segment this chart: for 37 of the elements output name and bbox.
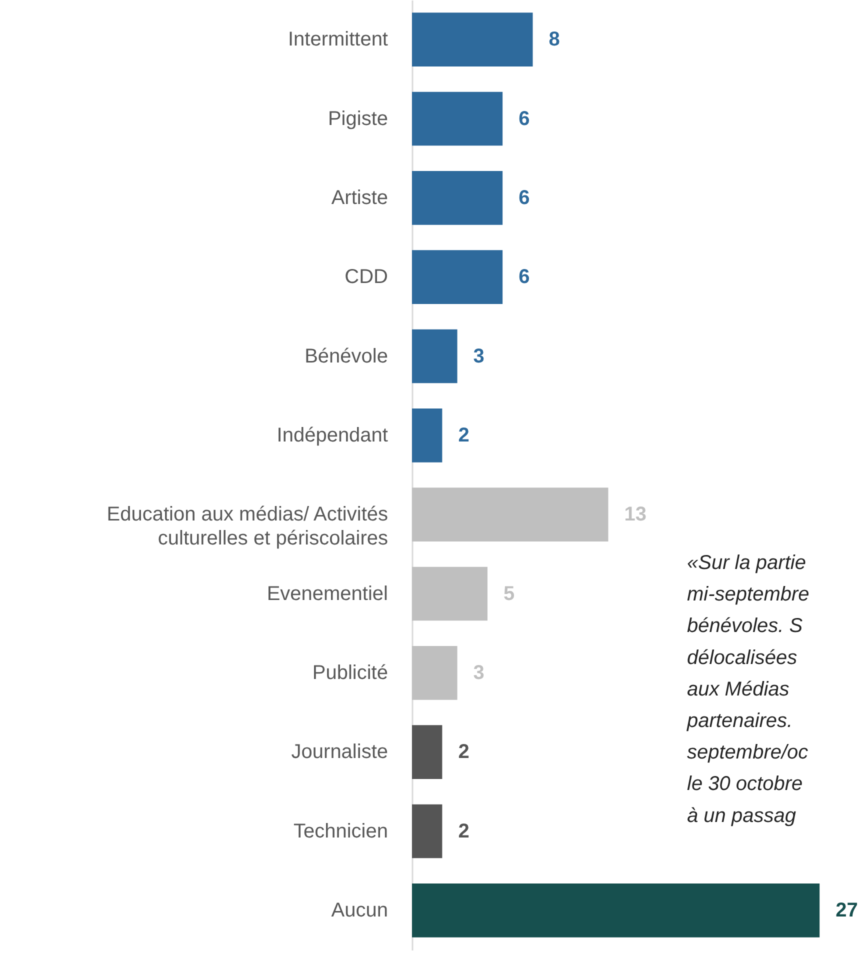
- data-label: 6: [518, 108, 530, 130]
- data-label: 3: [473, 345, 484, 368]
- y-tick-label: Intermittent: [288, 28, 388, 51]
- bar: [412, 884, 820, 938]
- y-tick-label: CDD: [344, 266, 388, 288]
- data-label: 8: [548, 28, 560, 51]
- bar: [412, 408, 442, 462]
- y-tick-label: Evenementiel: [266, 582, 388, 605]
- data-label: 6: [518, 186, 530, 209]
- bar: [412, 488, 608, 542]
- y-tick-label: Publicité: [312, 662, 388, 684]
- bar: [412, 92, 503, 146]
- bar: [412, 329, 458, 384]
- data-label: 2: [458, 424, 470, 446]
- y-tick-label: Aucun: [331, 899, 388, 922]
- y-tick-label: Bénévole: [304, 345, 388, 368]
- y-tick-label: Education aux médias/ Activités culturelles et périscolaires: [106, 504, 388, 550]
- bar: [412, 566, 488, 621]
- y-tick-label: Journaliste: [291, 741, 388, 764]
- data-label: 13: [624, 504, 646, 526]
- data-label: 5: [503, 582, 515, 605]
- y-tick-label: Technicien: [293, 820, 388, 842]
- data-label: 2: [458, 820, 470, 842]
- y-tick-label: Pigiste: [328, 108, 388, 130]
- y-tick-label: Artiste: [331, 186, 388, 209]
- bar: [412, 171, 503, 225]
- bar: [412, 725, 442, 779]
- text: «Sur la partie mi-septembre bénévoles. S délocalisées aux Médias partenaires. septembre/oc le 30 octobre à un passag: [687, 552, 810, 827]
- data-label: 6: [518, 266, 530, 288]
- y-tick-label: Indépendant: [276, 424, 388, 446]
- data-label: 2: [458, 741, 470, 764]
- bar: [412, 646, 458, 700]
- bar: [412, 12, 533, 66]
- data-label: 3: [473, 662, 484, 684]
- data-label: 27: [836, 899, 858, 922]
- bar: [412, 250, 503, 304]
- bar: [412, 804, 442, 858]
